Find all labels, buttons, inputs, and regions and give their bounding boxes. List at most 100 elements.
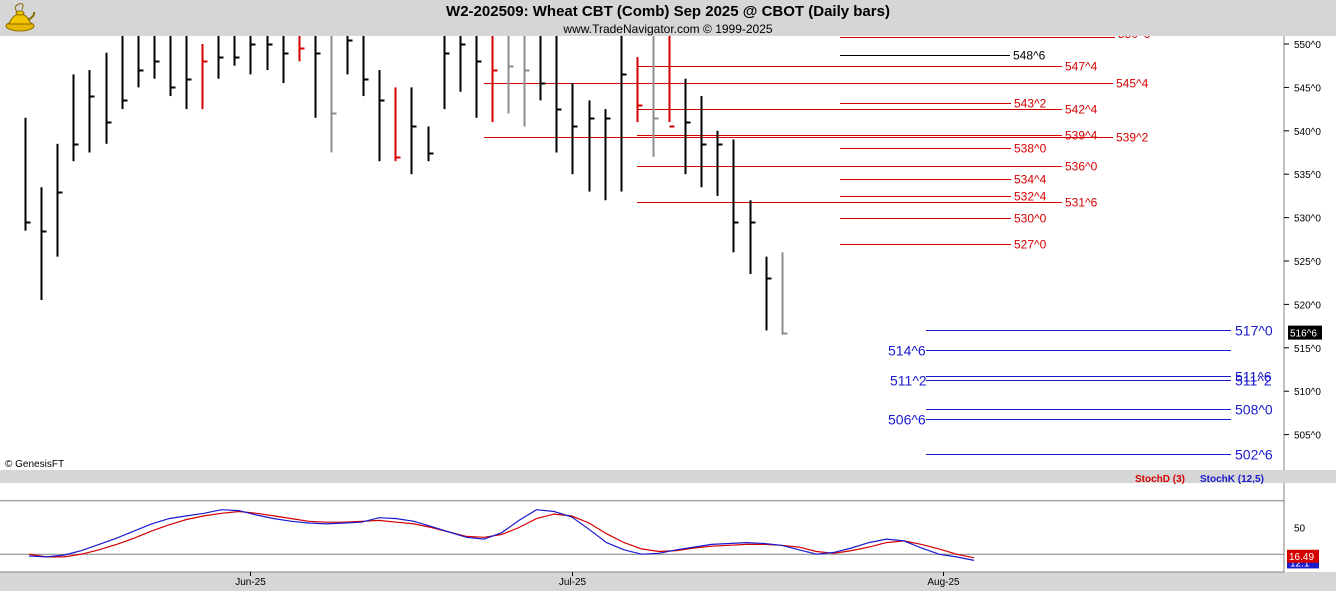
price-tick-label: 540^0 [1294,127,1321,138]
price-bar[interactable] [378,70,385,162]
price-bar[interactable] [346,35,353,75]
price-bar[interactable] [636,57,643,123]
level-label: 511^2 [890,373,927,389]
price-axis-background [1284,36,1336,470]
chart-header: W2-202509: Wheat CBT (Comb) Sep 2025 @ C… [0,0,1336,36]
level-label: 543^2 [1014,97,1047,111]
level-label: 536^0 [1065,160,1098,174]
level-label: 511^2 [1235,373,1272,389]
level-label: 527^0 [1014,238,1047,252]
stoch-d-value-label: 16.49 [1289,552,1314,563]
price-bar[interactable] [394,87,401,162]
price-bar[interactable] [668,35,675,128]
stoch-tick-label: 50 [1294,524,1306,535]
price-bar[interactable] [588,100,595,192]
price-bar[interactable] [217,35,224,79]
price-bar[interactable] [72,74,79,162]
price-bar[interactable] [330,35,337,153]
level-label: 550^6 [1118,27,1151,41]
price-tick-label: 515^0 [1294,344,1321,355]
level-label: 538^0 [1014,142,1047,156]
price-bar[interactable] [40,187,47,301]
price-bar[interactable] [137,35,144,88]
date-axis: Jun-25 Jul-25 Aug-25 [0,571,1336,591]
price-bar[interactable] [571,83,578,175]
price-bar[interactable] [781,252,788,335]
genie-lamp-logo-icon [3,2,37,34]
price-bar[interactable] [298,35,305,62]
price-bar[interactable] [105,52,112,144]
price-bar[interactable] [169,35,176,97]
price-bar[interactable] [491,35,498,123]
date-tick-label: Jun-25 [235,577,266,588]
price-bar[interactable] [700,96,707,188]
price-axis: 550^0 545^0 540^0 535^0 530^0 525^0 520^0 515^0… [1283,36,1336,470]
price-bar[interactable] [716,130,723,196]
price-bar[interactable] [362,35,369,97]
price-bar[interactable] [475,35,482,118]
price-bar[interactable] [427,126,434,162]
stoch-d-value-box [1287,549,1319,563]
last-price-label: 516^6 [1290,329,1317,340]
stochastic-panel[interactable]: 50 StochD (3) StochK (12,5) 12.116.49 [0,474,1336,572]
price-bar[interactable] [765,256,772,331]
level-label: 511^6 [1235,369,1272,385]
level-label: 539^2 [1116,131,1149,145]
price-bar[interactable] [88,70,95,153]
level-label: 532^4 [1014,190,1047,204]
price-bar[interactable] [282,35,289,84]
price-bar[interactable] [410,87,417,175]
price-panel[interactable]: © GenesisFT 550^6 548^6 547^4 545^4 543^2 542^… [0,27,1336,483]
chart-title: W2-202509: Wheat CBT (Comb) Sep 2025 @ C… [446,3,890,20]
level-label: 539^4 [1065,129,1098,143]
support-resistance-levels: 550^6 548^6 547^4 545^4 543^2 542^4 539^4 539^2… [484,27,1273,463]
price-bar[interactable] [507,35,514,114]
stoch-plot-background [0,483,1284,572]
level-label: 547^4 [1065,60,1098,74]
level-label: 548^6 [1013,49,1046,63]
price-tick-label: 510^0 [1294,387,1321,398]
price-bar[interactable] [555,35,562,153]
price-tick-label: 550^0 [1294,40,1321,51]
price-bar[interactable] [233,35,240,66]
ohlc-bars [24,35,788,335]
stoch-k-value-label: 12.1 [1290,558,1310,569]
level-label: 531^6 [1065,196,1098,210]
price-tick-label: 535^0 [1294,170,1321,181]
stoch-d-line [28,510,975,559]
price-bar[interactable] [56,143,63,257]
legend-stoch-d: StochD (3) [1135,474,1185,485]
price-bar[interactable] [652,35,659,157]
price-bar[interactable] [684,78,691,175]
level-label: 506^6 [888,412,926,428]
stoch-k-line [28,509,975,561]
price-bar[interactable] [459,35,466,92]
price-bar[interactable] [732,139,739,253]
price-bar[interactable] [523,35,530,127]
date-tick-label: Jul-25 [559,577,587,588]
price-bar[interactable] [185,35,192,110]
price-bar[interactable] [749,200,756,275]
price-bar[interactable] [604,109,611,201]
last-price-box [1288,325,1322,340]
level-label: 542^4 [1065,103,1098,117]
genesisft-watermark: © GenesisFT [5,459,64,470]
date-tick-label: Aug-25 [927,577,960,588]
legend-stoch-k: StochK (12,5) [1200,474,1264,485]
level-label: 517^0 [1235,323,1273,339]
price-bar[interactable] [201,44,208,110]
price-bar[interactable] [249,35,256,75]
level-label: 534^4 [1014,173,1047,187]
price-bar[interactable] [443,35,450,110]
price-tick-label: 545^0 [1294,83,1321,94]
price-bar[interactable] [314,35,321,118]
price-bar[interactable] [121,35,128,110]
price-bar[interactable] [24,117,31,231]
price-bar[interactable] [266,35,273,71]
price-plot-background [0,36,1284,470]
price-bar[interactable] [153,35,160,79]
price-bar[interactable] [620,35,627,192]
level-label: 508^0 [1235,402,1273,418]
price-bar[interactable] [539,35,546,101]
